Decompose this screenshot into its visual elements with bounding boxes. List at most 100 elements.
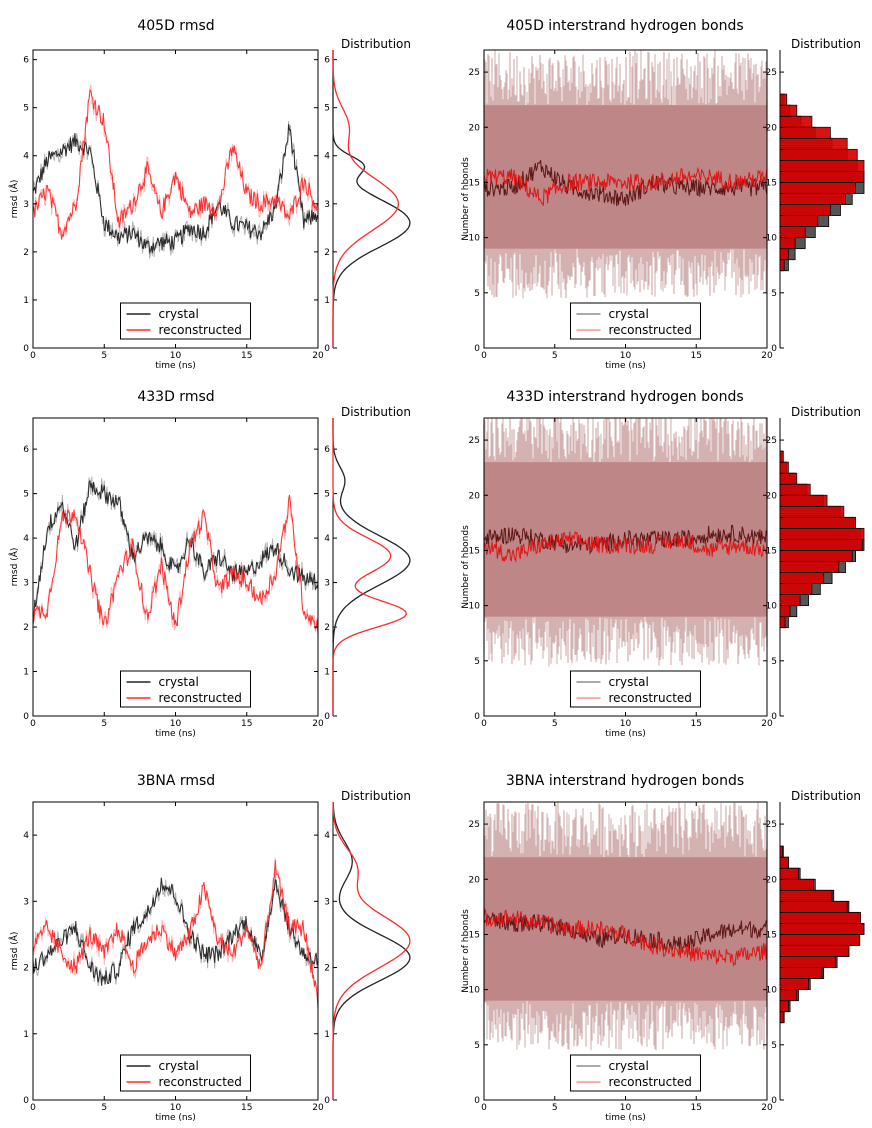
distribution-curve-crystal <box>332 801 411 1100</box>
y-tick-label: 3 <box>23 200 29 210</box>
x-axis-label: time (ns) <box>605 729 646 739</box>
y-tick-label: 5 <box>474 1041 480 1051</box>
distribution-tick-label: 1 <box>324 668 330 678</box>
x-tick-label: 15 <box>241 351 252 361</box>
x-axis-label: time (ns) <box>155 361 196 371</box>
legend-box <box>570 302 701 340</box>
histogram-bar-reconstructed <box>779 539 863 551</box>
histogram-bar-reconstructed <box>779 911 862 924</box>
series-line-reconstructed <box>32 89 319 240</box>
y-tick-label: 1 <box>23 296 29 306</box>
y-tick-label: 3 <box>23 897 29 907</box>
histogram-bar-reconstructed <box>779 572 825 584</box>
histogram-bar-reconstructed <box>779 616 786 629</box>
x-tick-label: 5 <box>101 1103 107 1113</box>
x-tick-label: 10 <box>620 719 632 729</box>
plot-area <box>33 802 318 1100</box>
distribution-tick-label: 3 <box>324 579 330 589</box>
panel-title: 433D rmsd <box>137 389 214 405</box>
distribution-tick-label: 2 <box>324 248 330 258</box>
distribution-curve-reconstructed <box>332 802 411 1100</box>
x-tick-label: 10 <box>170 1103 182 1113</box>
histogram-bar-reconstructed <box>779 1011 784 1024</box>
x-tick-label: 20 <box>761 719 773 729</box>
distribution-tick-label: 0 <box>771 712 777 722</box>
distribution-tick-label: 25 <box>766 436 777 446</box>
distribution-tick-label: 4 <box>324 534 330 544</box>
y-tick-label: 20 <box>469 875 481 885</box>
series-line-crystal <box>32 877 319 986</box>
x-tick-label: 10 <box>620 351 632 361</box>
x-tick-label: 20 <box>312 1103 324 1113</box>
distribution-tick-label: 3 <box>324 897 330 907</box>
histogram-bar-reconstructed <box>779 193 846 205</box>
histogram-bar-reconstructed <box>779 934 861 946</box>
x-axis-label: time (ns) <box>155 1113 196 1123</box>
y-tick-label: 10 <box>469 234 481 244</box>
x-tick-label: 5 <box>101 719 107 729</box>
histogram-bar-reconstructed <box>779 115 813 128</box>
distribution-tick-label: 25 <box>766 820 777 830</box>
distribution-tick-label: 5 <box>771 1041 777 1051</box>
x-tick-label: 10 <box>170 351 182 361</box>
y-axis-label: rmsd (Å) <box>8 548 20 587</box>
histogram-bar-reconstructed <box>779 450 784 463</box>
y-tick-label: 5 <box>474 289 480 299</box>
y-tick-label: 15 <box>469 930 480 940</box>
y-tick-label: 5 <box>23 104 29 114</box>
x-tick-label: 20 <box>761 1103 773 1113</box>
distribution-tick-label: 0 <box>324 344 330 354</box>
distribution-title: Distribution <box>341 789 411 803</box>
distribution-tick-label: 20 <box>766 491 778 501</box>
x-tick-label: 10 <box>170 719 182 729</box>
legend-box <box>120 302 251 340</box>
histogram-bar-reconstructed <box>779 967 823 979</box>
histogram-bar-reconstructed <box>779 856 789 869</box>
noise-band <box>483 802 768 1051</box>
distribution-tick-label: 2 <box>324 623 330 633</box>
legend-label: reconstructed <box>609 323 692 337</box>
histogram-bar-reconstructed <box>779 561 840 573</box>
x-tick-label: 5 <box>101 351 107 361</box>
histogram-bar-reconstructed <box>779 148 858 161</box>
x-axis-label: time (ns) <box>155 729 196 739</box>
histogram-bar-reconstructed <box>779 550 853 562</box>
legend-box <box>570 670 701 708</box>
histogram-bar-reconstructed <box>779 215 819 227</box>
distribution-tick-label: 4 <box>324 152 330 162</box>
series-line-crystal <box>483 159 768 207</box>
y-axis-label: rmsd (Å) <box>8 180 20 219</box>
legend-label: crystal <box>159 675 199 689</box>
x-tick-label: 15 <box>241 719 252 729</box>
distribution-tick-label: 0 <box>771 344 777 354</box>
distribution-tick-label: 2 <box>324 964 330 974</box>
y-tick-label: 0 <box>474 1096 480 1106</box>
distribution-curve-crystal <box>332 418 411 716</box>
histogram-bar-reconstructed <box>779 259 785 272</box>
y-tick-label: 0 <box>23 712 29 722</box>
y-tick-label: 0 <box>23 1096 29 1106</box>
panel-title: 3BNA rmsd <box>137 773 215 789</box>
legend-label: crystal <box>159 1059 199 1073</box>
y-tick-label: 2 <box>23 248 29 258</box>
noise-band-core <box>484 857 767 1001</box>
legend-label: reconstructed <box>159 323 242 337</box>
distribution-tick-label: 5 <box>324 104 330 114</box>
histogram-bar-reconstructed <box>779 248 789 261</box>
legend-label: reconstructed <box>159 691 242 705</box>
distribution-tick-label: 5 <box>324 490 330 500</box>
legend-box <box>120 1054 251 1092</box>
distribution-tick-label: 0 <box>324 712 330 722</box>
legend-box <box>120 670 251 708</box>
y-tick-label: 6 <box>23 445 29 455</box>
y-tick-label: 0 <box>474 712 480 722</box>
y-tick-label: 25 <box>469 820 480 830</box>
series-line-reconstructed <box>32 860 319 1010</box>
x-tick-label: 10 <box>620 1103 632 1113</box>
panel-title: 405D interstrand hydrogen bonds <box>506 18 743 34</box>
histogram-bar-reconstructed <box>779 182 856 194</box>
distribution-tick-label: 1 <box>324 1030 330 1040</box>
histogram-bar-reconstructed <box>779 505 845 518</box>
distribution-tick-label: 6 <box>324 56 330 66</box>
y-tick-label: 15 <box>469 178 480 188</box>
